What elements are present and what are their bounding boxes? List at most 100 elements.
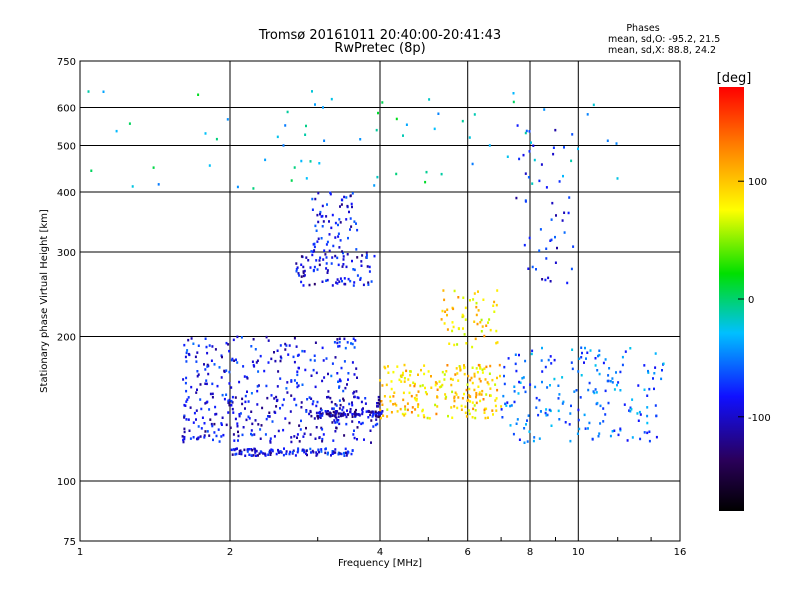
data-point — [458, 365, 461, 368]
data-point — [338, 407, 341, 410]
data-point — [355, 248, 358, 251]
data-point — [597, 435, 600, 438]
data-point — [648, 439, 651, 443]
data-point — [364, 397, 367, 400]
data-point — [557, 384, 560, 387]
phases-mean-o: mean, sd,O: -95.2, 21.5 — [608, 34, 720, 45]
data-point — [591, 438, 594, 441]
data-point — [311, 253, 314, 257]
data-point — [402, 371, 404, 375]
data-point — [361, 408, 364, 411]
data-point — [444, 393, 447, 396]
data-point — [476, 371, 479, 374]
data-point — [201, 416, 204, 419]
data-point — [500, 408, 503, 411]
data-point — [466, 399, 469, 402]
data-point — [374, 414, 377, 417]
data-point — [310, 250, 313, 253]
data-point — [376, 405, 378, 408]
data-point — [373, 254, 376, 258]
data-point — [330, 262, 333, 265]
data-point — [464, 306, 467, 310]
x-tick-label: 8 — [527, 547, 533, 558]
data-point — [646, 406, 649, 409]
data-point — [331, 452, 334, 455]
data-point — [339, 221, 342, 224]
data-point — [607, 401, 610, 405]
data-point — [573, 390, 576, 393]
data-point — [355, 222, 357, 225]
data-point — [411, 406, 414, 409]
data-point — [318, 450, 320, 454]
data-point — [208, 434, 211, 437]
data-point — [290, 179, 293, 182]
data-point — [349, 194, 352, 197]
data-point — [340, 203, 343, 206]
data-point — [518, 353, 520, 357]
data-point — [303, 432, 306, 435]
data-point — [308, 283, 311, 287]
data-point — [228, 349, 231, 353]
data-point — [343, 451, 345, 455]
data-point — [465, 342, 468, 345]
data-point — [480, 318, 483, 322]
data-point — [277, 429, 280, 433]
data-point — [654, 404, 657, 407]
data-point — [566, 281, 569, 285]
data-point — [324, 447, 327, 451]
data-point — [353, 220, 356, 223]
data-point — [389, 399, 392, 403]
data-point — [465, 415, 468, 418]
data-point — [484, 416, 487, 420]
y-tick-label: 600 — [57, 104, 76, 115]
data-point — [506, 155, 509, 158]
data-point — [237, 439, 239, 442]
data-point — [471, 366, 474, 369]
data-point — [309, 160, 312, 163]
data-point — [457, 379, 460, 382]
data-point — [478, 377, 481, 381]
data-point — [561, 402, 564, 405]
data-point — [193, 411, 196, 415]
data-point — [419, 384, 422, 388]
data-point — [206, 400, 209, 404]
data-point — [250, 345, 253, 348]
data-point — [240, 452, 243, 456]
y-tick-label: 75 — [63, 537, 76, 548]
data-point — [258, 452, 261, 455]
data-point — [307, 259, 310, 262]
data-point — [522, 386, 525, 389]
data-point — [434, 383, 437, 387]
data-point — [300, 159, 303, 163]
data-point — [320, 237, 323, 240]
data-point — [269, 451, 272, 454]
data-point — [466, 383, 469, 386]
data-point — [244, 394, 247, 398]
data-point — [275, 399, 278, 403]
data-point — [350, 202, 353, 206]
data-point — [232, 411, 235, 414]
data-point — [563, 211, 566, 214]
data-point — [296, 436, 298, 439]
data-point — [524, 200, 527, 203]
data-point — [332, 439, 335, 442]
data-point — [436, 395, 438, 398]
data-point — [619, 429, 622, 432]
data-point — [310, 451, 312, 454]
data-point — [312, 268, 315, 272]
data-point — [615, 371, 617, 374]
data-point — [253, 447, 256, 451]
data-point — [496, 289, 499, 292]
data-point — [316, 415, 319, 418]
data-point — [342, 397, 345, 401]
data-point — [475, 393, 478, 397]
data-point — [323, 139, 326, 142]
data-point — [356, 413, 359, 416]
data-point — [254, 419, 257, 422]
data-point — [646, 421, 649, 425]
data-point — [212, 438, 214, 442]
data-point — [337, 345, 340, 348]
data-point — [306, 453, 308, 457]
data-point — [365, 251, 368, 254]
data-point — [300, 275, 303, 278]
